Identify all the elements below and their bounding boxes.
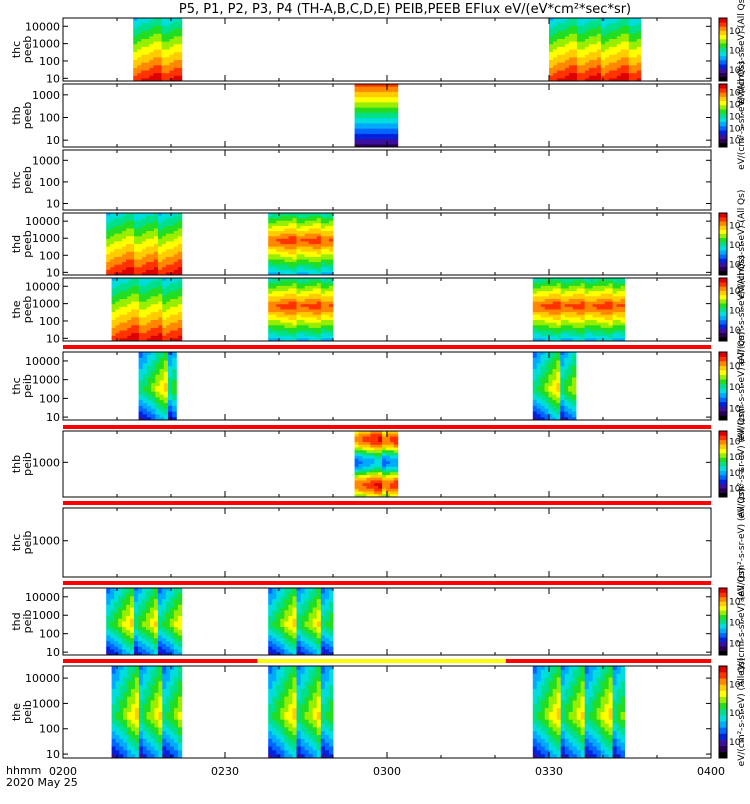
- panel-ylabel: peeb: [21, 36, 34, 64]
- y-tick-label: 1000: [32, 535, 60, 548]
- y-tick-label: 100: [39, 176, 60, 189]
- figure-title: P5, P1, P2, P3, P4 (TH-A,B,C,D,E) PEIB,P…: [179, 2, 631, 17]
- spectrogram-block: [268, 588, 333, 655]
- y-tick-label: 10: [46, 411, 60, 424]
- y-tick-label: 100: [39, 315, 60, 328]
- quality-bar-segment: [63, 345, 711, 349]
- y-tick-label: 100: [39, 392, 60, 405]
- y-tick-label: 10: [46, 266, 60, 279]
- panel-ylabel: peeb: [21, 230, 34, 258]
- y-tick-label: 100: [39, 249, 60, 262]
- y-tick-label: 100: [39, 628, 60, 641]
- panel-ylabel: peib: [21, 452, 34, 476]
- spectrogram-block: [106, 588, 182, 655]
- quality-bar-segment: [63, 425, 711, 429]
- spectrogram-block: [112, 278, 183, 341]
- spectrogram-block: [133, 18, 182, 81]
- y-tick-label: 1000: [32, 298, 60, 311]
- y-tick-label: 10: [46, 332, 60, 345]
- y-tick-label: 10: [46, 134, 60, 147]
- panel-ylabel: peib: [21, 374, 34, 398]
- y-tick-label: 10000: [25, 20, 60, 33]
- quality-bar-segment: [63, 501, 711, 505]
- y-tick-label: 10000: [25, 280, 60, 293]
- panel-ylabel: peeb: [21, 296, 34, 324]
- panel-ylabel: peib: [21, 700, 34, 724]
- spectrogram-block: [355, 431, 399, 497]
- spectrogram-block: [139, 352, 177, 420]
- y-tick-label: 1000: [32, 154, 60, 167]
- y-tick-label: 10000: [25, 355, 60, 368]
- spectrogram-block: [106, 213, 182, 275]
- spectrogram-block: [268, 213, 333, 275]
- spectrogram-block: [533, 352, 577, 420]
- x-tick-label: 0400: [697, 765, 725, 778]
- panel-ylabel: peeb: [21, 102, 34, 130]
- y-tick-label: 10: [46, 646, 60, 659]
- y-tick-label: 1000: [32, 456, 60, 469]
- y-tick-label: 10: [46, 197, 60, 210]
- y-tick-label: 1000: [32, 697, 60, 710]
- y-tick-label: 100: [39, 55, 60, 68]
- y-tick-label: 100: [39, 723, 60, 736]
- spectrogram-block: [268, 666, 333, 758]
- y-tick-label: 1000: [32, 374, 60, 387]
- panel-thc_peib: 10100100010000thcpeib10⁴10⁵10⁶eV/(cm²-s-…: [10, 332, 747, 441]
- panel-frame: [63, 508, 711, 577]
- panels-layer: 10100100010000thcpeeb10⁵10⁶10⁷eV/(cm²-s-…: [10, 0, 747, 766]
- date-label: 2020 May 25: [6, 776, 78, 789]
- y-tick-label: 1000: [32, 609, 60, 622]
- x-tick-label: 0330: [535, 765, 563, 778]
- y-tick-label: 10: [46, 748, 60, 761]
- panel-ylabel: peib: [21, 610, 34, 634]
- colorbar-title: eV/(cm²-s-sr-eV) (All Qs): [737, 61, 747, 170]
- quality-bar-segment: [257, 659, 505, 663]
- panel-ylabel: peib: [21, 531, 34, 555]
- y-tick-label: 1000: [32, 232, 60, 245]
- y-tick-label: 10000: [25, 215, 60, 228]
- quality-bar-segment: [506, 659, 711, 663]
- y-tick-label: 10000: [25, 672, 60, 685]
- spectrogram-block: [355, 84, 399, 147]
- y-tick-label: 1000: [32, 89, 60, 102]
- y-tick-label: 1000: [32, 38, 60, 51]
- quality-bar-segment: [63, 659, 257, 663]
- spectrogram-block: [112, 666, 183, 758]
- y-tick-label: 100: [39, 111, 60, 124]
- panel-ylabel: peeb: [21, 166, 34, 194]
- spectrogram-block: [533, 278, 625, 341]
- panel-the_peib: 10100100010000thepeib10⁴10⁵10⁶eV/(cm²-s-…: [10, 658, 747, 767]
- spectrogram-block: [549, 18, 641, 81]
- y-tick-label: 10000: [25, 591, 60, 604]
- y-tick-label: 10: [46, 72, 60, 85]
- quality-bar-segment: [63, 581, 711, 585]
- colorbar-title: eV/(cm²-s-sr-eV) (All Qs): [737, 658, 747, 767]
- x-tick-label: 0230: [211, 765, 239, 778]
- spectrogram-block: [533, 666, 625, 758]
- x-tick-label: 0300: [373, 765, 401, 778]
- panel-frame: [63, 150, 711, 210]
- spectrogram-block: [268, 278, 333, 341]
